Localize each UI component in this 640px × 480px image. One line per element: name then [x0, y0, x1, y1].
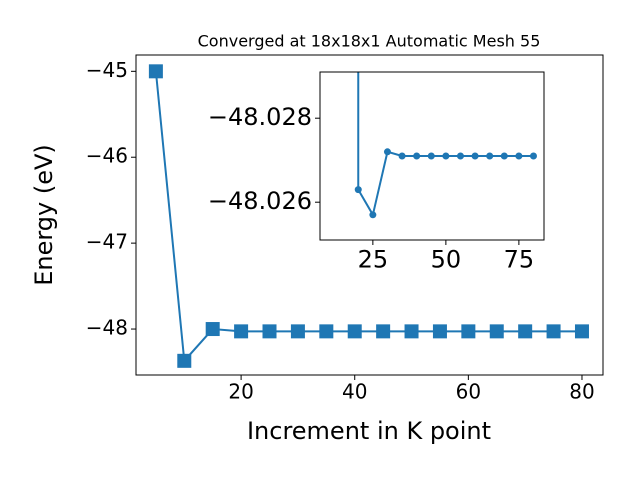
marker: [148, 64, 163, 79]
marker: [456, 152, 464, 160]
marker: [546, 324, 561, 339]
x-tick-label: 60: [456, 380, 481, 404]
marker: [262, 324, 277, 339]
y-tick-label: −48.026: [208, 187, 312, 215]
x-tick-label: 40: [342, 380, 367, 404]
marker: [376, 324, 391, 339]
marker: [461, 324, 476, 339]
marker: [354, 186, 362, 194]
x-tick-label: 75: [504, 245, 535, 273]
plot-area: [354, 72, 537, 219]
marker: [489, 324, 504, 339]
marker: [500, 152, 508, 160]
series-line: [154, 71, 582, 364]
x-tick-label: 80: [569, 380, 594, 404]
x-tick-label: 25: [358, 245, 389, 273]
y-tick-label: −46: [86, 144, 128, 168]
x-tick-label: 50: [431, 245, 462, 273]
marker: [234, 324, 249, 339]
axes-frame: [135, 54, 604, 376]
y-tick-label: −45: [86, 58, 128, 82]
x-axis-label: Increment in K point: [247, 417, 491, 445]
marker: [369, 211, 377, 219]
x-tick-label: 20: [228, 380, 253, 404]
marker: [177, 353, 192, 368]
y-tick-label: −47: [86, 230, 128, 254]
marker: [383, 148, 391, 156]
y-tick-label: −48: [86, 316, 128, 340]
marker: [398, 152, 406, 160]
marker: [290, 324, 305, 339]
marker: [442, 152, 450, 160]
marker: [529, 152, 537, 160]
marker: [486, 152, 494, 160]
y-axis-label: Energy (eV): [30, 144, 58, 286]
axes-frame: [319, 71, 545, 241]
marker: [413, 152, 421, 160]
marker: [432, 324, 447, 339]
y-tick-label: −48.028: [208, 103, 312, 131]
marker: [574, 324, 589, 339]
marker: [205, 322, 220, 337]
marker: [515, 152, 523, 160]
marker: [319, 324, 334, 339]
marker: [427, 152, 435, 160]
marker: [347, 324, 362, 339]
chart-title: Converged at 18x18x1 Automatic Mesh 55: [198, 32, 541, 51]
marker: [518, 324, 533, 339]
marker: [404, 324, 419, 339]
marker: [471, 152, 479, 160]
